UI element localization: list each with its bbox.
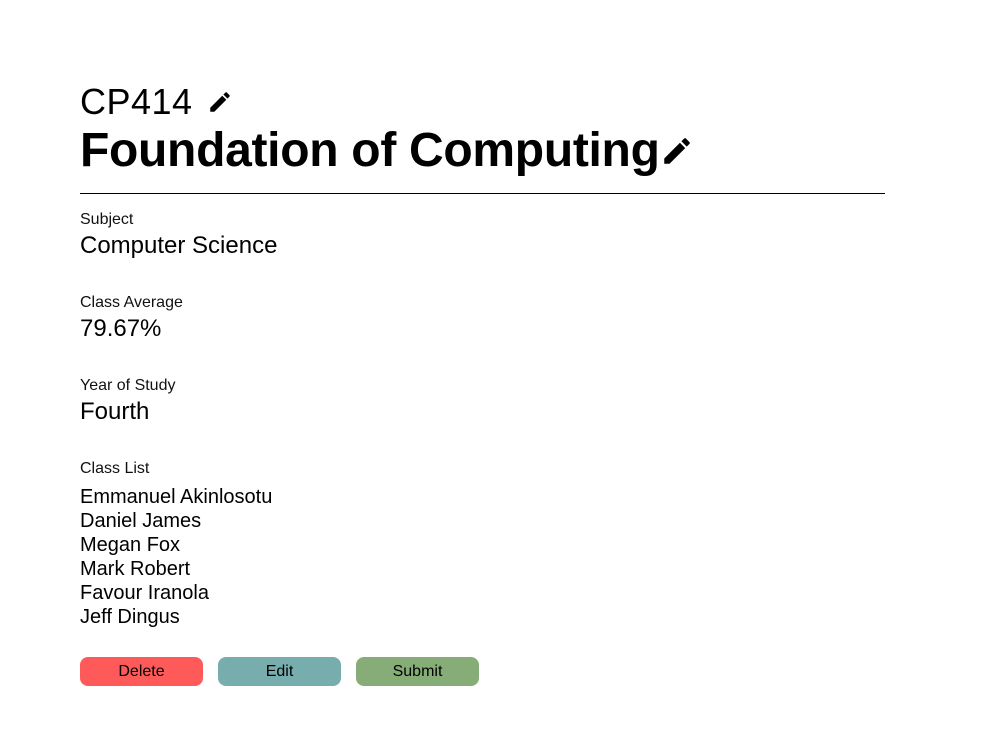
course-title-row: Foundation of Computing (80, 122, 885, 180)
course-title: Foundation of Computing (80, 124, 660, 177)
course-code: CP414 (80, 81, 193, 122)
class-list-field: Class List Emmanuel Akinlosotu Daniel Ja… (80, 459, 885, 629)
year-of-study-value: Fourth (80, 398, 150, 425)
course-code-row: CP414 (80, 80, 885, 124)
list-item-student: Emmanuel Akinlosotu (80, 486, 273, 508)
list-item-student: Jeff Dingus (80, 606, 180, 628)
class-average-label: Class Average (80, 294, 183, 311)
class-average-field: Class Average 79.67% (80, 293, 885, 344)
delete-button[interactable]: Delete (80, 657, 203, 686)
subject-field: Subject Computer Science (80, 210, 885, 261)
class-list: Emmanuel Akinlosotu Daniel James Megan F… (80, 485, 885, 629)
edit-title-pencil-icon[interactable] (660, 134, 694, 168)
action-buttons: Delete Edit Submit (80, 657, 885, 686)
class-list-label: Class List (80, 460, 150, 477)
list-item-student: Mark Robert (80, 558, 191, 580)
list-item-student: Daniel James (80, 510, 202, 532)
submit-button[interactable]: Submit (356, 657, 479, 686)
year-of-study-field: Year of Study Fourth (80, 376, 885, 427)
edit-code-pencil-icon[interactable] (207, 89, 233, 115)
edit-button[interactable]: Edit (218, 657, 341, 686)
course-detail: CP414 Foundation of Computing Subject Co… (80, 80, 885, 686)
year-of-study-label: Year of Study (80, 377, 176, 394)
list-item-student: Favour Iranola (80, 582, 209, 604)
class-average-value: 79.67% (80, 315, 162, 342)
header-divider (80, 193, 885, 194)
list-item-student: Megan Fox (80, 534, 181, 556)
subject-value: Computer Science (80, 232, 278, 259)
subject-label: Subject (80, 211, 134, 228)
